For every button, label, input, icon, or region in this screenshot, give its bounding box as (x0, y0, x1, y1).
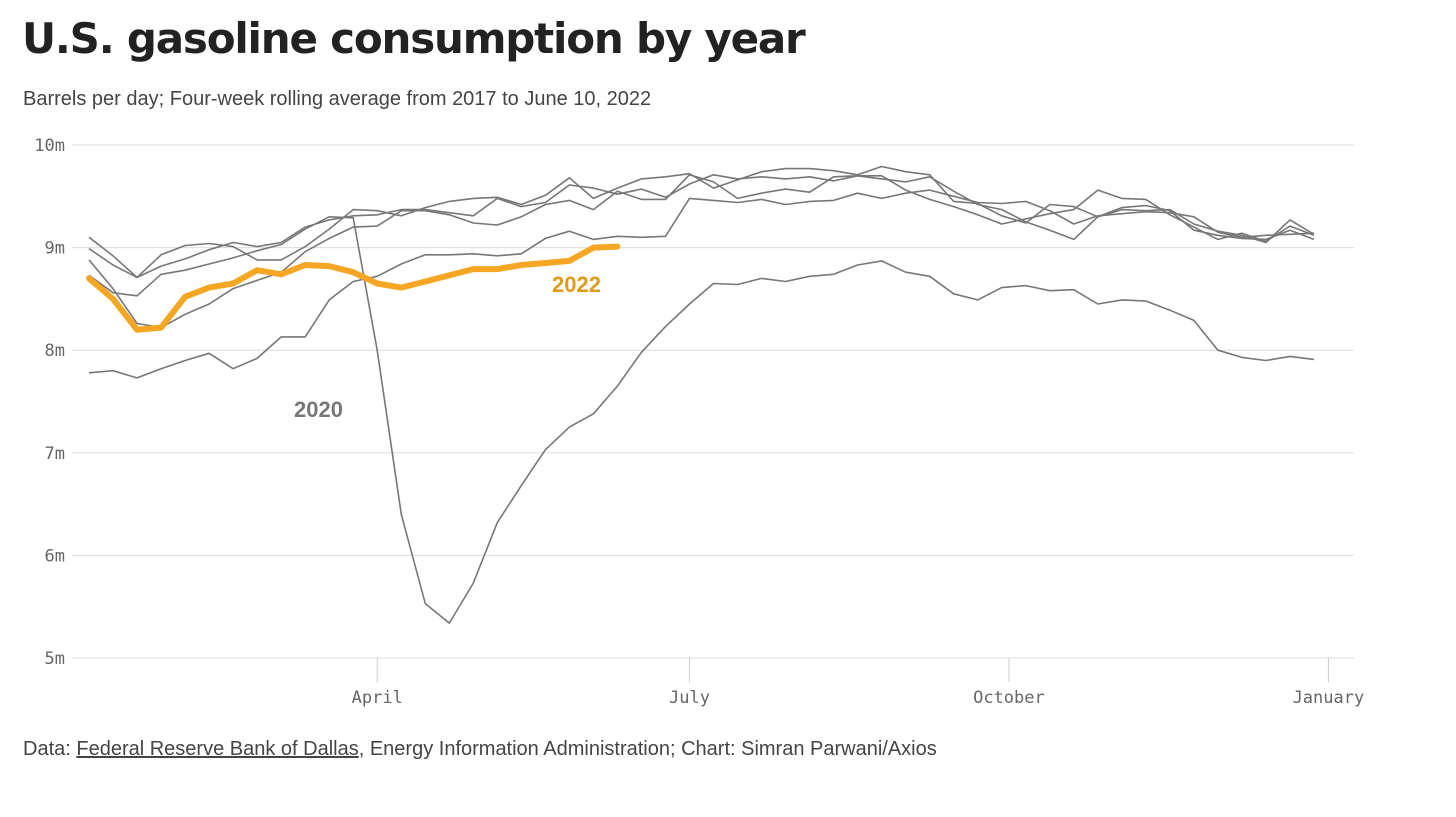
y-tick-label: 10m (34, 136, 65, 156)
series-line-year-c (88, 174, 1315, 329)
y-tick-label: 9m (45, 239, 65, 259)
source-link[interactable]: Federal Reserve Bank of Dallas (76, 738, 359, 760)
series-label-2022: 2022 (552, 272, 601, 297)
y-tick-label: 7m (45, 444, 65, 464)
y-tick-label: 6m (45, 546, 65, 566)
y-tick-label: 5m (45, 649, 65, 669)
x-tick-label: October (973, 688, 1045, 708)
series-label-2020: 2020 (294, 397, 343, 422)
x-tick-label: January (1293, 688, 1365, 708)
y-axis-ticks: 5m 6m 7m 8m 9m 10m (34, 136, 65, 669)
series-line-2020 (88, 216, 1315, 624)
series-line-year-a (88, 165, 1315, 279)
y-tick-label: 8m (45, 341, 65, 361)
source-prefix: Data: (23, 738, 77, 760)
line-chart: 5m 6m 7m 8m 9m 10m April July October January 20… (34, 136, 1365, 708)
gridlines (72, 144, 1354, 659)
source-rest: , Energy Information Administration; Cha… (358, 738, 937, 760)
chart-title: U.S. gasoline consumption by year (22, 14, 806, 63)
x-tick-label: July (669, 688, 710, 708)
series-line-2022 (86, 243, 621, 333)
chart-source-note: Data: Federal Reserve Bank of Dallas, En… (23, 738, 937, 761)
series-lines (86, 165, 1315, 624)
series-line-year-d (88, 189, 1315, 379)
chart-subtitle: Barrels per day; Four-week rolling avera… (23, 88, 652, 110)
x-axis-ticks: April July October January (352, 658, 1365, 708)
series-line-year-b (88, 174, 1315, 279)
x-tick-label: April (352, 688, 403, 708)
